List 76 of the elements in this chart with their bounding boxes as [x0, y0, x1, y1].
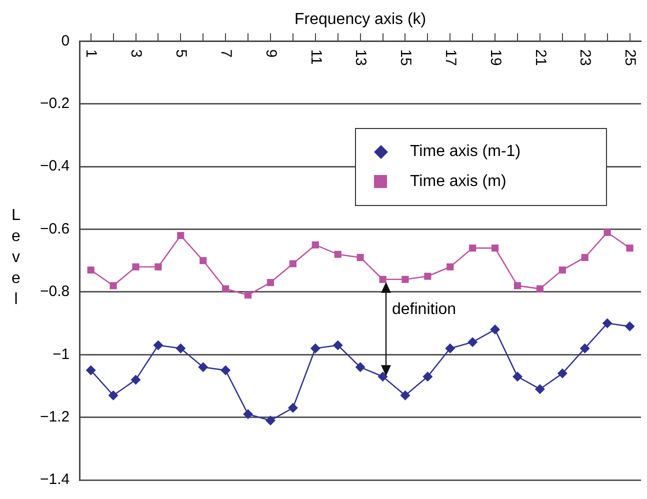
point [332, 340, 343, 350]
y-tick-label: −0.2 [40, 95, 70, 112]
point [624, 321, 635, 332]
x-tick-label: 19 [486, 49, 504, 66]
x-tick-label: 17 [442, 49, 459, 66]
point [153, 340, 164, 350]
point [154, 263, 162, 270]
point [312, 241, 319, 248]
point [492, 244, 499, 252]
point [244, 292, 252, 299]
point [355, 362, 366, 372]
x-tick-label: 1 [82, 49, 100, 58]
point [108, 390, 118, 400]
point [446, 263, 454, 270]
point [198, 362, 208, 372]
point [110, 282, 117, 290]
point [200, 257, 207, 264]
point [130, 374, 141, 385]
point [379, 276, 386, 283]
point [289, 260, 296, 268]
x-tick-label: 3 [128, 49, 145, 58]
x-tick-label: 25 [622, 49, 639, 66]
point [469, 244, 476, 252]
point [265, 415, 276, 426]
x-tick-label: 7 [217, 49, 234, 58]
point [422, 372, 433, 382]
point [514, 282, 522, 290]
y-tick-label: −1.4 [40, 471, 70, 488]
point [222, 285, 230, 292]
legend-label: Time axis (m) [410, 173, 506, 191]
point [536, 285, 544, 292]
y-tick-label: −0.4 [40, 158, 70, 175]
y-axis-title: Level [10, 206, 22, 310]
point [534, 384, 545, 394]
y-tick-label: −1 [52, 346, 70, 363]
point [604, 228, 611, 236]
x-tick-label: 21 [532, 49, 549, 66]
point [356, 254, 364, 261]
point [468, 337, 478, 348]
point [266, 279, 274, 286]
point [132, 263, 140, 270]
x-tick-label: 13 [352, 49, 370, 66]
point [86, 365, 96, 376]
point [512, 372, 522, 382]
x-tick-label: 9 [262, 49, 280, 58]
point [581, 254, 588, 261]
x-tick-label: 11 [307, 49, 324, 65]
point [580, 343, 590, 354]
point [288, 402, 298, 413]
point [490, 324, 500, 335]
point [402, 276, 409, 283]
point [87, 266, 94, 274]
y-tick-label: 0 [61, 32, 70, 50]
point [558, 266, 566, 274]
point [220, 365, 231, 376]
x-axis-title: Frequency axis (k) [294, 11, 426, 28]
x-tick-label: 15 [397, 49, 414, 66]
point [602, 318, 612, 328]
y-tick-label: −0.8 [40, 283, 70, 300]
y-tick-label: −0.6 [40, 220, 70, 238]
point [445, 343, 456, 354]
y-tick-label: −1.2 [40, 408, 70, 426]
point [243, 409, 254, 420]
annotation: definition [392, 300, 456, 318]
point [378, 372, 388, 382]
point [176, 343, 186, 354]
x-tick-label: 5 [172, 49, 190, 58]
point [334, 250, 342, 258]
point [424, 272, 432, 280]
point [177, 232, 184, 240]
point [626, 244, 634, 252]
point [400, 390, 410, 400]
point [310, 343, 320, 354]
point [557, 368, 568, 378]
legend-label: Time axis (m-1) [410, 143, 521, 161]
x-tick-label: 23 [576, 49, 594, 66]
